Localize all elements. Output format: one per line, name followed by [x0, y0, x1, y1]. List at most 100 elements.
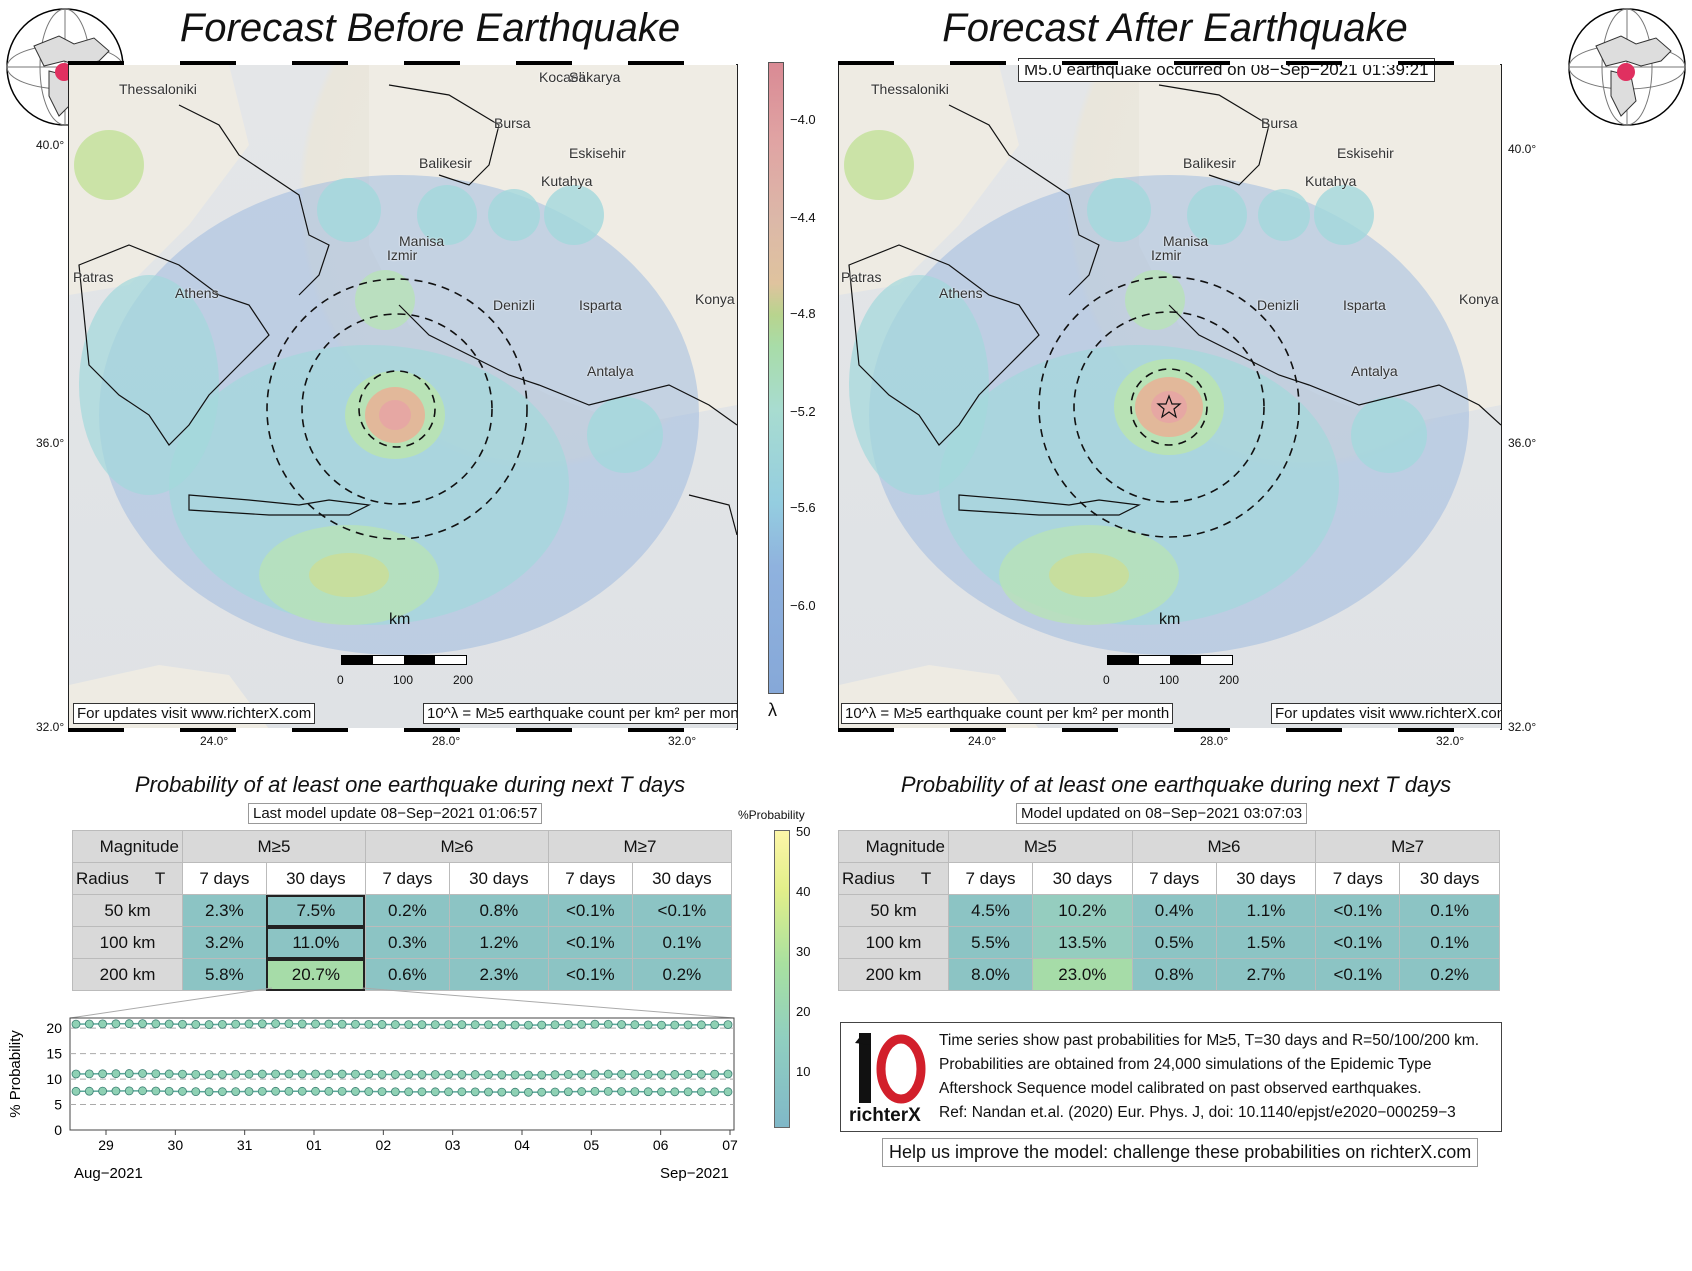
prob-cell: 2.3% [182, 894, 267, 927]
series-point [84, 1086, 94, 1096]
prob-cell: 0.2% [631, 958, 733, 991]
city-label: Izmir [1151, 247, 1182, 263]
units-note: 10^λ = M≥5 earthquake count per km² per … [423, 703, 737, 724]
left-forecast-map[interactable]: Thessaloniki Bursa Kocaeli Sakarya Balik… [68, 64, 738, 730]
city-label: Patras [841, 269, 882, 285]
map-frame-top [68, 61, 736, 65]
city-label: Thessaloniki [119, 81, 197, 97]
series-point [257, 1019, 267, 1029]
lat-label: 32.0° [1508, 720, 1537, 734]
lat-label: 36.0° [36, 436, 65, 450]
period-header: 30 days [1399, 862, 1500, 895]
right-forecast-map[interactable]: Thessaloniki Bursa Eskisehir Balikesir K… [838, 64, 1502, 730]
series-point [191, 1069, 201, 1079]
update-link[interactable]: For updates visit www.richterX.com [73, 703, 316, 724]
prob-cell: 0.6% [364, 958, 450, 991]
prob-cell: 4.5% [947, 894, 1034, 927]
series-point [98, 1086, 108, 1096]
period-header: 30 days [265, 862, 366, 895]
lat-label: 36.0° [1508, 436, 1537, 450]
help-link[interactable]: Help us improve the model: challenge the… [882, 1138, 1479, 1167]
series-point [670, 1020, 680, 1030]
x-month-start: Aug−2021 [74, 1165, 143, 1182]
series-point [390, 1070, 400, 1079]
series-point [377, 1020, 387, 1029]
mag-header: M≥5 [948, 830, 1133, 863]
series-point [417, 1070, 427, 1079]
brand-name: richterX [849, 1105, 921, 1126]
scale-tick: 200 [453, 673, 474, 687]
magnitude-header: Magnitude [72, 830, 183, 863]
prob-cell: 10.2% [1032, 894, 1133, 927]
mag-header: M≥5 [182, 830, 366, 863]
prob-cell: 0.2% [1399, 958, 1500, 991]
series-point [71, 1069, 81, 1079]
x-month-end: Sep−2021 [660, 1165, 729, 1182]
series-point [297, 1086, 307, 1096]
city-label: Balikesir [1183, 155, 1236, 171]
city-label: Manisa [1163, 233, 1209, 249]
prob-cell: 0.8% [448, 894, 549, 927]
lon-label: 28.0° [432, 734, 461, 748]
city-label: Athens [175, 285, 219, 301]
series-point [364, 1069, 374, 1079]
mag-header: M≥7 [547, 830, 733, 863]
series-point [550, 1020, 560, 1030]
series-point [404, 1070, 414, 1079]
prob-cell: 2.3% [448, 958, 549, 991]
lon-label: 24.0° [200, 734, 229, 748]
series-point [138, 1086, 147, 1096]
right-globe-icon [1568, 8, 1686, 126]
lat-label: 32.0° [36, 720, 65, 734]
series-point [550, 1087, 560, 1097]
prob-right-title: Probability of at least one earthquake d… [900, 772, 1452, 797]
series-point [231, 1019, 241, 1029]
prob-cell: 0.2% [364, 894, 450, 927]
radius-label: 100 km [72, 926, 183, 959]
city-label: Balikesir [419, 155, 472, 171]
series-point [457, 1070, 467, 1079]
prob-left-table: Magnitude M≥5 M≥6 M≥7 Radius T 7 days 30 … [72, 830, 733, 991]
x-tick-label: 07 [722, 1137, 738, 1153]
table-row: 50 km 2.3% 7.5% 0.2% 0.8% <0.1% <0.1% [72, 894, 733, 927]
info-box: richterX Time series show past probabili… [840, 1022, 1502, 1132]
series-point [457, 1087, 467, 1097]
series-point [164, 1069, 174, 1079]
units-note: 10^λ = M≥5 earthquake count per km² per … [841, 703, 1174, 724]
series-point [311, 1086, 320, 1096]
scale-bar [1107, 655, 1233, 665]
series-point [111, 1086, 121, 1096]
series-point [710, 1087, 720, 1097]
prob-cell: 5.5% [947, 926, 1034, 959]
series-point [484, 1020, 493, 1030]
prob-cell: 13.5% [1032, 926, 1133, 959]
series-point [337, 1069, 347, 1079]
series-point [457, 1020, 467, 1030]
series-point [191, 1087, 201, 1097]
zoom-connector [361, 987, 735, 1019]
series-point [98, 1019, 108, 1029]
series-point [204, 1070, 214, 1079]
series-point [151, 1019, 161, 1029]
series-point [577, 1087, 587, 1096]
prob-left-update: Last model update 08−Sep−2021 01:06:57 [248, 803, 543, 824]
series-point [138, 1019, 147, 1029]
period-header: 7 days [947, 862, 1034, 895]
prob-colorbar-tick: 20 [796, 1004, 811, 1019]
series-point [284, 1019, 294, 1029]
prob-cell: 1.1% [1215, 894, 1317, 927]
series-point [178, 1069, 187, 1079]
series-point [390, 1087, 400, 1097]
series-point [524, 1070, 533, 1080]
series-point [617, 1069, 626, 1079]
map-frame-bottom [838, 728, 1500, 732]
prob-cell: 0.3% [364, 926, 450, 959]
info-text: Time series show past probabilities for … [939, 1032, 1480, 1121]
update-link[interactable]: For updates visit www.richterX.com [1271, 703, 1501, 724]
city-label: Antalya [587, 363, 634, 379]
prob-cell: 0.1% [631, 926, 733, 959]
table-row: 200 km 5.8% 20.7% 0.6% 2.3% <0.1% 0.2% [72, 958, 733, 991]
series-point [643, 1069, 653, 1079]
series-point [537, 1020, 547, 1030]
series-point [617, 1020, 626, 1029]
